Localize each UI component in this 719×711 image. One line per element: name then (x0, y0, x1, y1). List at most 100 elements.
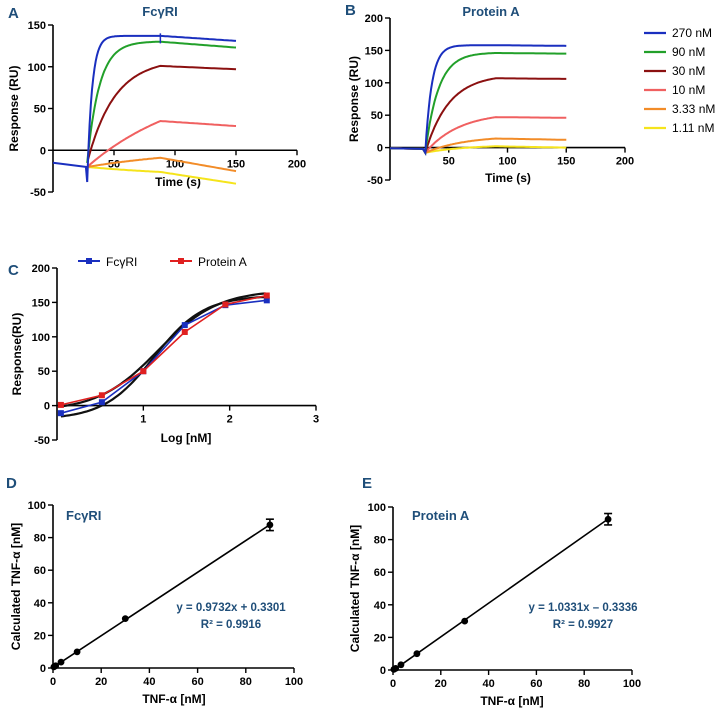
panel-c-data-point (181, 328, 188, 335)
y-tick-label: 0 (40, 663, 46, 675)
x-tick-label: 150 (227, 158, 245, 170)
y-tick-label: 60 (34, 565, 46, 577)
x-tick-label: 100 (285, 676, 303, 688)
panel-a-title: FcγRI (142, 4, 177, 19)
y-tick-label: 20 (34, 630, 46, 642)
data-point (52, 662, 60, 670)
panel-c-data-point (57, 410, 64, 417)
y-tick-label: 0 (44, 401, 50, 413)
panel-b-series-270nM (389, 44, 567, 157)
y-tick-label: 200 (365, 13, 383, 25)
panel-a-series-90nM (86, 40, 237, 163)
panel-label-d: D (6, 475, 17, 492)
legend-marker (86, 258, 92, 264)
y-tick-label: -50 (367, 175, 383, 187)
panel-label-b: B (345, 2, 356, 19)
y-tick-label: -50 (30, 187, 46, 199)
x-tick-label: 20 (435, 678, 447, 690)
data-point (57, 658, 65, 666)
legend-label: 90 nM (672, 45, 705, 59)
panel-c-data-point (57, 401, 64, 408)
y-tick-label: 80 (34, 533, 46, 545)
panel-c-data-point (140, 368, 147, 375)
panel-c-data-point (222, 301, 229, 308)
x-tick-label: 0 (50, 676, 56, 688)
x-tick-label: 2 (227, 414, 233, 426)
y-axis-title: Calculated TNF-α [nM] (9, 523, 23, 650)
r-squared: R² = 0.9927 (553, 619, 613, 631)
y-axis-title: Response (RU) (347, 56, 361, 142)
y-tick-label: 80 (374, 535, 386, 547)
data-point (392, 664, 400, 672)
x-axis-title: TNF-α [nM] (142, 692, 205, 706)
y-tick-label: 100 (32, 332, 50, 344)
panel-b-series-30nM (389, 77, 567, 156)
x-tick-label: 100 (498, 156, 516, 168)
panel-c-data-point (98, 399, 105, 406)
y-tick-label: 0 (377, 143, 383, 155)
panelD-title: FcγRI (66, 508, 101, 523)
panel-b-series-111nM (389, 145, 567, 154)
panel-a-series-333nM (87, 156, 237, 173)
legend-marker (178, 258, 184, 264)
data-point (397, 661, 405, 669)
panel-c-data-point (98, 392, 105, 399)
y-tick-label: -50 (34, 435, 50, 447)
panel-label-c: C (8, 262, 19, 279)
y-tick-label: 50 (34, 104, 46, 116)
y-tick-label: 60 (374, 567, 386, 579)
panelE-title: Protein A (412, 508, 470, 523)
y-tick-label: 20 (374, 632, 386, 644)
r-squared: R² = 0.9916 (201, 619, 261, 631)
x-tick-label: 3 (313, 414, 319, 426)
x-axis-title: Time (s) (155, 175, 201, 189)
x-tick-label: 60 (530, 678, 542, 690)
panel-b-series-90nM (389, 52, 567, 156)
legend-label: 1.11 nM (672, 121, 714, 135)
x-tick-label: 80 (578, 678, 590, 690)
data-point (461, 617, 469, 625)
regression-line (392, 518, 609, 672)
y-tick-label: 0 (380, 665, 386, 677)
data-point (73, 648, 81, 656)
x-tick-label: 40 (143, 676, 155, 688)
y-axis-title: Response (RU) (7, 65, 21, 151)
y-tick-label: 100 (365, 78, 383, 90)
panel-b-series-10nM (389, 116, 567, 155)
panel-c-series-line-0 (60, 299, 267, 414)
x-axis-title: TNF-α [nM] (480, 694, 543, 708)
x-tick-label: 100 (623, 678, 641, 690)
x-tick-label: 60 (191, 676, 203, 688)
panel-c-chart: -50 0 50 100 150 200 1 2 3 Log [nM] Response(RU) Fc… (10, 255, 319, 447)
x-tick-label: 200 (616, 156, 634, 168)
data-point (604, 515, 612, 523)
panel-d-chart: 0 20 40 60 80 100 0 20 40 60 80 100 TNF-α [nM] Calcul… (9, 500, 303, 706)
y-tick-label: 100 (28, 500, 46, 512)
legend-label: 3.33 nM (672, 102, 715, 116)
x-tick-label: 80 (240, 676, 252, 688)
x-tick-label: 50 (443, 156, 455, 168)
panel-label-a: A (8, 5, 19, 22)
panel-label-e: E (362, 475, 372, 492)
y-tick-label: 150 (32, 297, 50, 309)
x-tick-label: 20 (95, 676, 107, 688)
legend-label: 10 nM (672, 83, 705, 97)
y-tick-label: 100 (368, 502, 386, 514)
panel-b-series-333nM (389, 137, 567, 155)
panel-c-data-point (263, 292, 270, 299)
panel-c-data-point (181, 322, 188, 329)
x-tick-label: 50 (108, 158, 120, 170)
y-tick-label: 100 (28, 62, 46, 74)
panel-e-chart: 0 20 40 60 80 100 0 20 40 60 80 100 TNF-α [nM] Calcul… (348, 502, 641, 708)
x-tick-label: 200 (288, 158, 306, 170)
panel-a-series-111nM (87, 165, 237, 185)
regression-line (52, 524, 271, 669)
panel-a-series-10nM (86, 119, 237, 168)
y-axis-title: Calculated TNF-α [nM] (348, 525, 362, 652)
concentration-legend: 270 nM 90 nM 30 nM 10 nM 3.33 nM 1.11 nM (644, 26, 715, 135)
data-point (413, 650, 421, 658)
y-tick-label: 50 (38, 366, 50, 378)
panel-b-title: Protein A (462, 4, 520, 19)
